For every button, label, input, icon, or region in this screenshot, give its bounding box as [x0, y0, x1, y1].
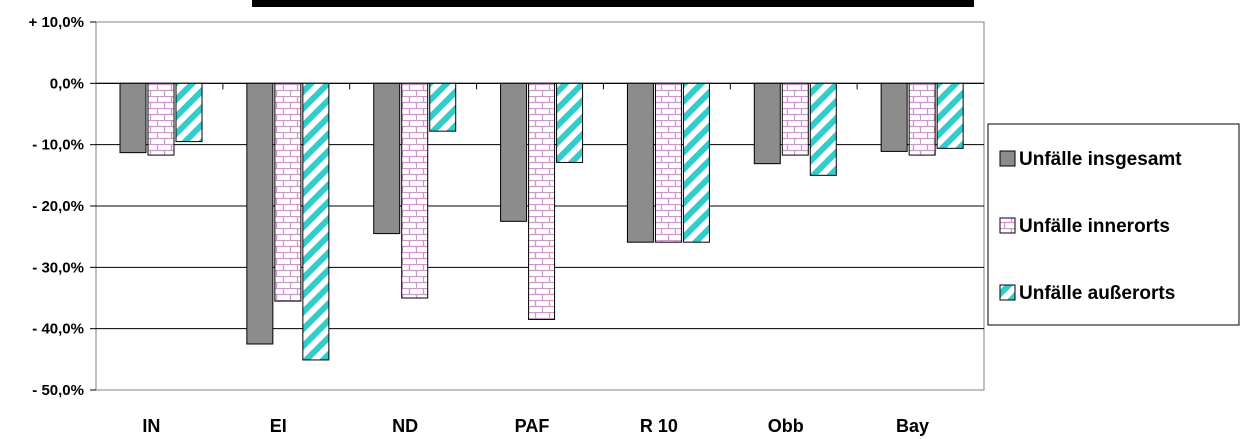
bars [119, 82, 964, 361]
y-tick-label: - 10,0% [32, 137, 84, 154]
y-tick-label: 0,0% [50, 75, 84, 92]
y-tick-label: - 20,0% [32, 198, 84, 215]
bar-unfälle-insgesamt-obb [753, 82, 781, 165]
legend-label-innerorts: Unfälle innerorts [1019, 216, 1170, 237]
bar-unfälle-insgesamt-ei [246, 82, 274, 345]
x-category-label: EI [270, 416, 287, 436]
bar-unfälle-außerorts-bay [936, 82, 964, 149]
bar-unfälle-außerorts-ei [302, 82, 330, 361]
top-title-bar [252, 0, 974, 7]
bar-unfälle-außerorts-obb [809, 82, 837, 176]
bar-unfälle-innerorts-ei [274, 82, 302, 302]
x-category-label: R 10 [640, 416, 678, 436]
bar-unfälle-insgesamt-nd [373, 82, 401, 235]
bar-unfälle-außerorts-r10 [682, 82, 710, 243]
legend-label-insgesamt: Unfälle insgesamt [1019, 149, 1182, 170]
bar-unfälle-innerorts-bay [908, 82, 936, 156]
x-category-label: Bay [896, 416, 929, 436]
bar-unfälle-insgesamt-bay [880, 82, 908, 152]
y-tick-label: + 10,0% [29, 14, 84, 31]
bar-unfälle-außerorts-paf [556, 82, 584, 163]
y-tick-label: - 50,0% [32, 382, 84, 399]
y-tick-label: - 30,0% [32, 259, 84, 276]
bar-unfälle-innerorts-paf [528, 82, 556, 320]
bar-unfälle-außerorts-nd [429, 82, 457, 132]
y-axis-tick-labels: + 10,0% 0,0% - 10,0% - 20,0% - 30,0% - 40,0% -… [29, 14, 84, 399]
legend-box [987, 123, 1240, 326]
x-category-label: ND [392, 416, 418, 436]
x-category-label: IN [142, 416, 160, 436]
bar-unfälle-insgesamt-in [119, 82, 147, 154]
legend: Unfälle insgesamt Unfälle innerorts Unfä… [987, 123, 1240, 326]
bar-unfälle-insgesamt-paf [500, 82, 528, 222]
bar-unfälle-innerorts-r10 [654, 82, 682, 243]
bar-unfälle-insgesamt-r10 [626, 82, 654, 243]
legend-swatch-innerorts [999, 217, 1016, 234]
bar-unfälle-innerorts-in [147, 82, 175, 156]
bar-unfälle-innerorts-nd [401, 82, 429, 299]
y-tick-label: - 40,0% [32, 321, 84, 338]
legend-label-ausserorts: Unfälle außerorts [1019, 283, 1175, 304]
x-category-label: PAF [515, 416, 550, 436]
bar-unfälle-außerorts-in [175, 82, 203, 143]
x-axis-category-labels: IN EI ND PAF R 10 Obb Bay [142, 416, 929, 436]
legend-swatch-ausserorts [999, 284, 1016, 301]
legend-swatch-insgesamt [999, 150, 1016, 167]
bar-unfälle-innerorts-obb [781, 82, 809, 156]
x-category-label: Obb [768, 416, 804, 436]
